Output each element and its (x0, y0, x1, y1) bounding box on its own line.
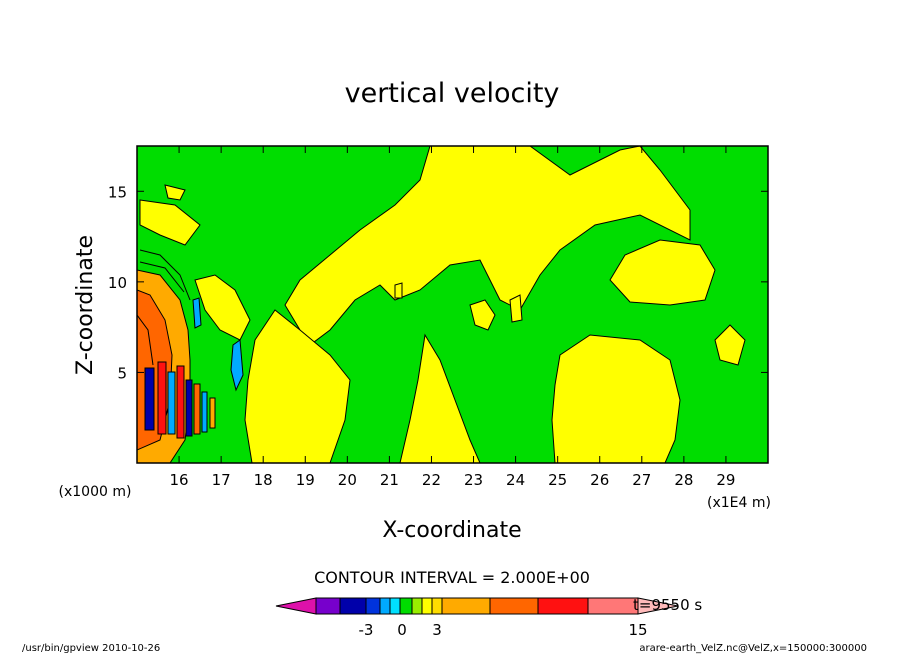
y-tick-label: 5 (117, 364, 127, 382)
x-tick-label: 22 (422, 471, 441, 489)
region-blue-1 (230, 339, 244, 392)
cell-updraft-4 (209, 397, 216, 429)
x-tick-label: 20 (338, 471, 357, 489)
colorbar-swatch (339, 597, 367, 615)
x-tick-label: 26 (590, 471, 609, 489)
colorbar-swatch (441, 597, 491, 615)
colorbar-swatch (379, 597, 391, 615)
x-tick-label: 28 (674, 471, 693, 489)
x-tick-label: 18 (254, 471, 273, 489)
yellow-regions (139, 146, 746, 463)
colorbar-swatch (489, 597, 539, 615)
y-axis: 5 10 15 (108, 183, 768, 382)
region-central-spike (399, 333, 481, 463)
colorbar-swatch (587, 597, 639, 615)
region-top-corner (164, 184, 186, 201)
region-left-lobe (244, 309, 351, 463)
downdraft-patches (192, 297, 244, 392)
region-small-right (714, 324, 746, 366)
region-top-left (139, 199, 201, 246)
y-axis-label: Z-coordinate (73, 235, 98, 375)
cell-updraft-3 (193, 383, 201, 435)
x-tick-label: 16 (170, 471, 189, 489)
x-tick-label: 17 (212, 471, 231, 489)
x-unit-left: (x1000 m) (59, 484, 132, 500)
region-upper-band (284, 146, 691, 346)
footer-left: /usr/bin/gpview 2010-10-26 (22, 643, 160, 654)
colorbar-tick-label: -3 (359, 621, 374, 639)
colorbar-swatch (365, 597, 381, 615)
chart-title: vertical velocity (345, 78, 560, 109)
cell-downdraft-2 (167, 371, 176, 435)
colorbar: -3 0 3 15 (275, 597, 679, 639)
time-label: t=9550 s (633, 596, 702, 614)
region-small-blob (469, 299, 496, 331)
region-left-column (194, 274, 251, 341)
x-tick-label: 29 (716, 471, 735, 489)
colorbar-tick-label: 0 (397, 621, 407, 639)
plot-frame (136, 145, 769, 464)
contour-lines (137, 249, 191, 366)
x-tick-label: 25 (548, 471, 567, 489)
cell-downdraft-4 (201, 391, 208, 433)
x-tick-label: 19 (296, 471, 315, 489)
region-right-lobe (551, 334, 681, 463)
colorbar-low-arrow (275, 597, 317, 615)
x-axis: 16 17 18 19 20 21 22 23 24 25 26 27 28 29 (170, 146, 735, 489)
colorbar-high-arrow (637, 597, 679, 615)
x-tick-label: 27 (632, 471, 651, 489)
colorbar-swatch (399, 597, 413, 615)
colorbar-swatch (389, 597, 401, 615)
region-blue-2 (192, 297, 202, 329)
x-axis-label: X-coordinate (382, 518, 521, 543)
cell-updraft-1 (157, 361, 167, 435)
colorbar-tick-label: 3 (432, 621, 442, 639)
cell-downdraft-3 (185, 379, 193, 437)
colorbar-swatch (421, 597, 433, 615)
footer-right: arare-earth_VelZ.nc@VelZ,x=150000:300000 (639, 643, 867, 654)
colorbar-swatch (411, 597, 423, 615)
cell-downdraft-1 (144, 367, 155, 431)
velocity-field (137, 146, 768, 463)
x-tick-label: 21 (380, 471, 399, 489)
x-tick-label: 23 (464, 471, 483, 489)
y-tick-label: 10 (108, 274, 127, 292)
cell-updraft-2 (176, 365, 185, 439)
y-tick-label: 15 (108, 183, 127, 201)
x-unit-right: (x1E4 m) (707, 495, 771, 511)
region-small-blob-2 (509, 294, 523, 323)
colorbar-tick-label: 15 (628, 621, 647, 639)
colorbar-swatch (315, 597, 341, 615)
colorbar-swatch (537, 597, 589, 615)
colorbar-swatch (431, 597, 443, 615)
contour-interval: CONTOUR INTERVAL = 2.000E+00 (314, 568, 590, 587)
region-upper-right (609, 239, 716, 306)
x-tick-label: 24 (506, 471, 525, 489)
region-small-blob-3 (394, 282, 403, 299)
cell-column (144, 361, 216, 439)
